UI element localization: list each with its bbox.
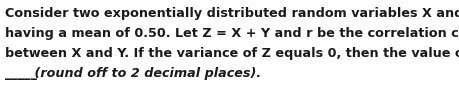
Text: _____: _____ [5, 67, 37, 80]
Text: between X and Y. If the variance of Z equals 0, then the value of r is: between X and Y. If the variance of Z eq… [5, 47, 459, 60]
Text: having a mean of 0.50. Let Z = X + Y and r be the correlation coefficient: having a mean of 0.50. Let Z = X + Y and… [5, 27, 459, 40]
Text: (round off to 2 decimal places).: (round off to 2 decimal places). [30, 67, 261, 80]
Text: Consider two exponentially distributed random variables X and Y, both: Consider two exponentially distributed r… [5, 7, 459, 20]
